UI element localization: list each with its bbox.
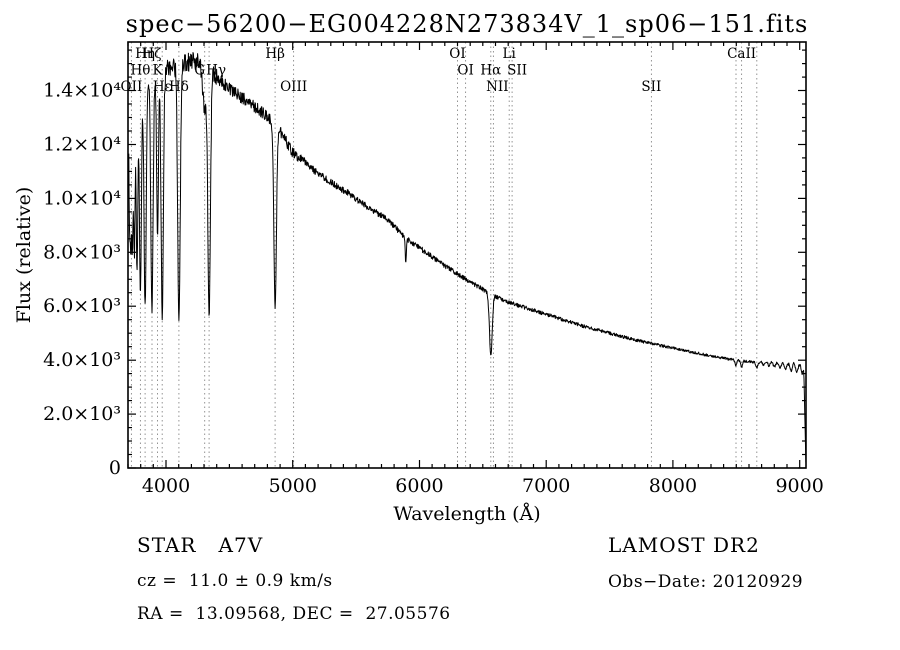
svg-text:Hδ: Hδ [169,79,189,95]
obs-date-label: Obs−Date: 20120929 [608,572,804,592]
svg-text:NII: NII [486,79,508,95]
svg-text:9000: 9000 [775,475,823,497]
svg-text:K: K [152,63,163,79]
plot-frame [127,41,807,469]
svg-text:Hθ: Hθ [130,63,150,79]
svg-text:8.0×10³: 8.0×10³ [43,241,121,263]
spectral-feature-gridlines [130,42,758,468]
svg-text:Hη: Hη [135,46,155,62]
svg-text:Hα: Hα [480,63,501,79]
svg-text:Hγ: Hγ [206,63,226,79]
svg-text:8000: 8000 [649,475,697,497]
survey-label: LAMOST DR2 [608,533,760,557]
x-tick-labels: 4000 5000 6000 7000 8000 9000 [142,475,824,497]
svg-text:7000: 7000 [522,475,570,497]
y-axis-label: Flux (relative) [13,186,35,324]
svg-text:Hβ: Hβ [265,46,285,62]
svg-text:1.0×10⁴: 1.0×10⁴ [43,187,121,209]
svg-text:OIII: OIII [280,79,307,95]
svg-text:SII: SII [641,79,661,95]
svg-text:4.0×10³: 4.0×10³ [43,349,121,371]
axis-ticks [127,42,806,469]
svg-text:4000: 4000 [142,475,190,497]
spectrum-trace [128,52,807,463]
coordinates-label: RA = 13.09568, DEC = 27.05576 [137,604,451,624]
spectrum-plot-canvas: 4000 5000 6000 7000 8000 9000 0 2.0×10³ 4.0×10³ 6… [43,41,824,497]
x-axis-label: Wavelength (Å) [393,503,541,525]
svg-text:1.2×10⁴: 1.2×10⁴ [43,133,121,155]
svg-text:OII: OII [121,79,143,95]
plot-title: spec−56200−EG004228N273834V_1_sp06−151.f… [125,10,809,38]
svg-text:Hε: Hε [153,79,172,95]
svg-text:Hζ: Hζ [142,46,161,62]
svg-text:0: 0 [109,457,121,479]
svg-text:OI: OI [457,63,473,79]
svg-text:G: G [194,63,205,79]
y-tick-labels: 0 2.0×10³ 4.0×10³ 6.0×10³ 8.0×10³ 1.0×10⁴ 1.2×… [43,80,121,479]
svg-text:6.0×10³: 6.0×10³ [43,295,121,317]
svg-text:Li: Li [503,46,517,62]
svg-text:2.0×10³: 2.0×10³ [43,403,121,425]
svg-text:OI: OI [449,46,465,62]
object-class-label: STAR A7V [137,533,264,557]
svg-text:1.4×10⁴: 1.4×10⁴ [43,80,121,102]
svg-text:5000: 5000 [269,475,317,497]
svg-text:6000: 6000 [395,475,443,497]
svg-text:SII: SII [507,63,527,79]
redshift-velocity-label: cz = 11.0 ± 0.9 km/s [137,571,333,591]
svg-text:CaII: CaII [727,46,756,62]
